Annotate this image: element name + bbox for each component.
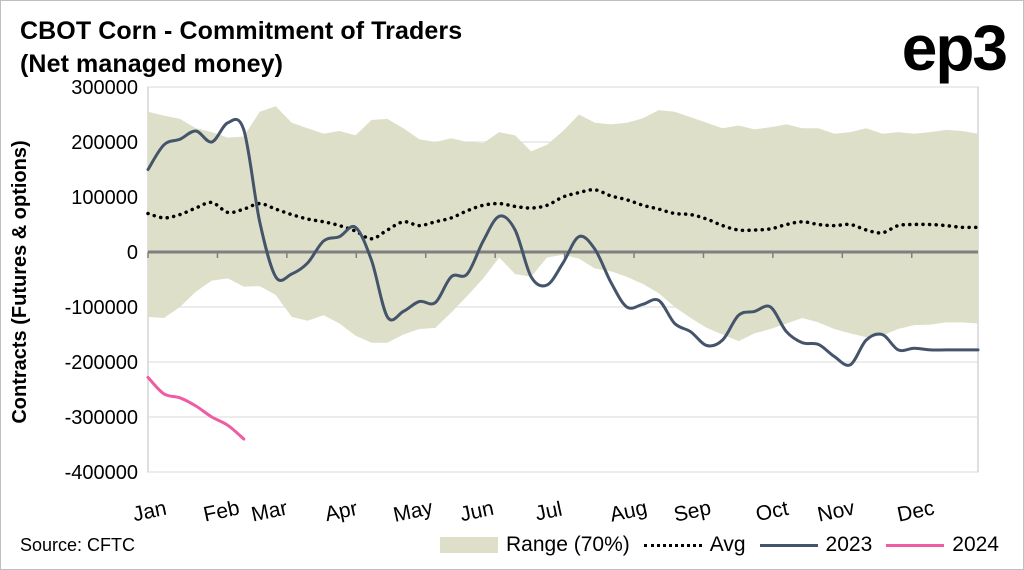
- legend-swatch-2023: [759, 543, 818, 547]
- y-axis-label: Contracts (Futures & options): [9, 140, 31, 423]
- legend-label-2024: 2024: [952, 533, 999, 556]
- x-tick-label: Aug: [608, 496, 649, 526]
- x-tick-label: Sep: [672, 496, 713, 526]
- series-line-2024: [146, 375, 246, 441]
- legend-item-2023: 2023: [759, 533, 873, 557]
- range-band: [148, 106, 978, 343]
- y-tick-label: -100000: [65, 297, 138, 319]
- x-tick-label: Mar: [249, 497, 289, 527]
- y-tick-label: 0: [127, 242, 138, 264]
- series-line-avg: [146, 187, 980, 241]
- x-tick-label: Jan: [131, 497, 169, 527]
- chart-subtitle: (Net managed money): [20, 50, 284, 78]
- x-tick-label: Oct: [754, 497, 791, 526]
- y-tick-label: 300000: [71, 77, 138, 99]
- legend-label-range: Range (70%): [506, 533, 630, 556]
- y-tick-label: 200000: [71, 132, 138, 154]
- legend: Range (70%) Avg 2023 2024: [440, 533, 999, 557]
- legend-swatch-2024: [886, 543, 945, 547]
- legend-item-2024: 2024: [886, 533, 999, 557]
- y-tick-label: -300000: [65, 407, 138, 429]
- source-note: Source: CFTC: [20, 535, 136, 555]
- x-tick-label: Nov: [815, 496, 857, 526]
- legend-item-range: Range (70%): [440, 533, 630, 557]
- x-tick-label: May: [391, 496, 435, 527]
- x-tick-label: Feb: [201, 497, 241, 527]
- y-tick-label: -200000: [65, 352, 138, 374]
- legend-swatch-range: [440, 537, 498, 553]
- x-tick-label: Jul: [533, 497, 564, 525]
- y-tick-label: 100000: [71, 187, 138, 209]
- chart-title: CBOT Corn - Commitment of Traders: [20, 17, 463, 45]
- series-line-2023: [146, 117, 980, 367]
- x-tick-label: Apr: [323, 497, 360, 526]
- y-tick-label: -400000: [65, 462, 138, 484]
- legend-label-avg: Avg: [709, 533, 746, 556]
- legend-item-avg: Avg: [643, 533, 746, 557]
- x-tick-label: Dec: [895, 496, 936, 526]
- legend-label-2023: 2023: [825, 533, 873, 556]
- x-tick-label: Jun: [458, 497, 496, 527]
- brand-logo: ep3: [901, 12, 1008, 84]
- legend-swatch-avg: [643, 543, 702, 547]
